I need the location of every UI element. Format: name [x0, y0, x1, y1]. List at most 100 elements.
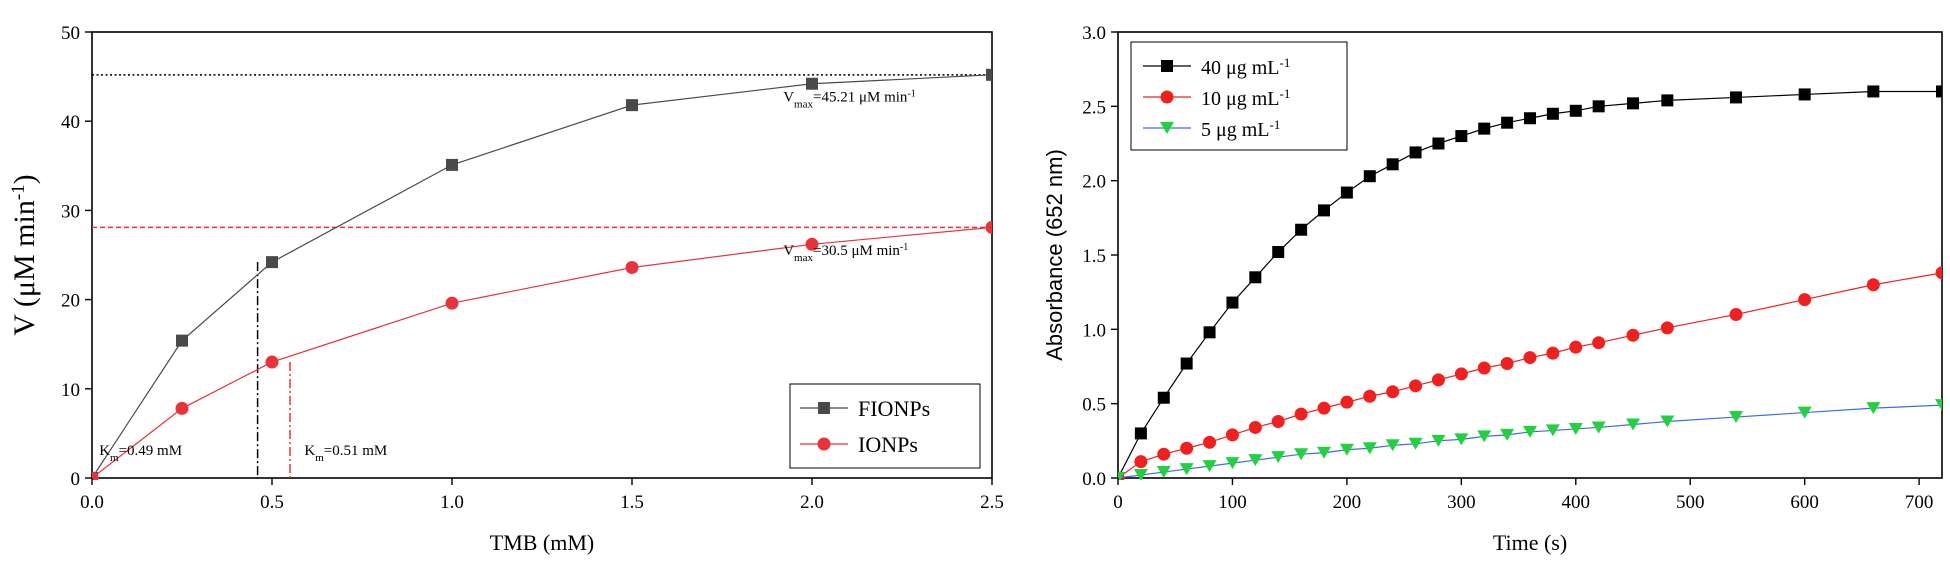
data-point-1	[1798, 293, 1812, 307]
legend-entry-fionps: FIONPs	[800, 396, 930, 421]
data-point-2	[1729, 411, 1743, 424]
data-point-0	[1798, 88, 1811, 101]
legend-label-40-sup: -1	[1280, 55, 1291, 70]
legend-marker-ionps	[817, 437, 831, 451]
data-point-2	[1523, 425, 1537, 438]
y-tick-label: 2.5	[1082, 97, 1106, 118]
data-point-0	[1455, 130, 1468, 143]
data-point-1	[1363, 389, 1377, 403]
legend-label-5: 5 μg mL-1	[1201, 117, 1280, 142]
legend-entry-40: 40 μg mL-1	[1143, 55, 1291, 79]
y-axis-label-main: V (μM min	[8, 200, 41, 336]
data-point-0	[446, 158, 458, 171]
x-tick-label: 100	[1218, 492, 1247, 513]
annotation-pre: V	[783, 243, 794, 259]
data-point-2	[1408, 437, 1423, 450]
data-point-2	[1156, 466, 1171, 479]
series-layer	[92, 68, 992, 480]
y-tick-label: 50	[61, 23, 80, 44]
data-point-0	[1249, 271, 1262, 284]
data-point-0	[1478, 122, 1491, 135]
legend-marker-10	[1160, 90, 1174, 104]
series-line-2	[1118, 404, 1942, 479]
data-point-1	[1134, 455, 1148, 469]
data-point-1	[1935, 266, 1942, 280]
annotation-pre: V	[783, 90, 794, 106]
y-axis-label-close: )	[8, 174, 41, 184]
legend-entry-10: 10 μg mL-1	[1143, 86, 1290, 110]
data-point-1	[1454, 367, 1468, 381]
plot-frame	[91, 31, 993, 479]
y-tick-label: 10	[61, 380, 80, 401]
series-line-0	[1118, 90, 1942, 479]
y-tick-label: 1.0	[1082, 320, 1106, 341]
y-axis-label-sup: -1	[8, 184, 29, 200]
annotation-1: Vmax=30.5 μM min-1	[783, 242, 908, 265]
annotation-pre: K	[304, 443, 315, 459]
y-tick-label: 0.5	[1082, 395, 1106, 416]
y-tick-label: 1.5	[1082, 246, 1106, 267]
data-point-1	[1271, 415, 1285, 429]
annotation-sub: m	[315, 452, 324, 464]
legend-label-10-main: 10 μg mL	[1201, 88, 1280, 110]
data-point-0	[1157, 391, 1170, 404]
data-point-1	[1569, 340, 1583, 354]
data-point-2	[1339, 443, 1354, 456]
data-point-2	[1248, 454, 1263, 467]
y-axis-label: Absorbance (652 nm)	[1042, 149, 1067, 361]
data-point-2	[1133, 469, 1148, 480]
annotation-sup: -1	[907, 88, 915, 99]
data-point-2	[1362, 442, 1377, 455]
data-point-0	[1524, 112, 1536, 125]
data-point-1	[1294, 407, 1308, 421]
data-point-1	[1660, 321, 1674, 335]
data-point-1	[805, 237, 819, 251]
data-point-1	[265, 355, 279, 369]
legend-label-40-main: 40 μg mL	[1201, 57, 1280, 79]
legend-label-fionps: FIONPs	[858, 396, 930, 421]
y-tick-label: 40	[61, 112, 80, 133]
x-tick-label: 1.5	[620, 492, 644, 513]
data-point-0	[1627, 97, 1639, 110]
data-point-1	[1592, 336, 1606, 350]
legend-marker-fionps	[818, 402, 830, 414]
data-point-2	[1454, 433, 1469, 446]
data-point-0	[806, 77, 818, 90]
legend-label-5-main: 5 μg mL	[1201, 119, 1270, 141]
data-point-2	[1545, 424, 1560, 437]
y-axis-ticks: 0.0 0.5 1.0 1.5 2.0 2.5 3.0	[1082, 23, 1118, 490]
data-point-1	[1317, 401, 1331, 415]
data-point-1	[1225, 428, 1239, 442]
annotation-sub: max	[794, 252, 813, 264]
data-point-2	[1935, 399, 1942, 412]
data-point-1	[1866, 278, 1880, 292]
data-point-0	[626, 99, 638, 112]
x-tick-label: 400	[1562, 492, 1591, 513]
data-point-1	[1203, 435, 1217, 449]
data-point-1	[1431, 373, 1445, 387]
annotation-post: =45.21 μM min	[813, 90, 908, 106]
data-point-1	[1523, 351, 1537, 365]
absorbance-time-chart: 0 100 200 300 400 500 600 700 0.0 0.5 1.0 1.5 2.0 2.…	[1042, 23, 1943, 555]
data-point-2	[1660, 415, 1675, 428]
data-point-0	[1318, 204, 1330, 217]
data-point-0	[1203, 326, 1216, 339]
series-line-1	[1118, 272, 1942, 479]
legend-label-ionps: IONPs	[858, 432, 918, 457]
y-tick-label: 3.0	[1082, 23, 1106, 44]
y-tick-label: 2.0	[1082, 172, 1106, 193]
y-tick-label: 20	[61, 291, 80, 312]
annotation-pre: K	[99, 443, 110, 459]
data-point-1	[1386, 385, 1400, 399]
data-point-0	[1226, 296, 1239, 309]
data-point-1	[1626, 328, 1640, 342]
x-tick-label: 500	[1676, 492, 1705, 513]
data-point-1	[1248, 420, 1262, 434]
x-tick-label: 200	[1333, 492, 1362, 513]
annotation-post: =0.51 mM	[324, 443, 387, 459]
annotation-post: =30.5 μM min	[813, 243, 900, 259]
data-point-1	[1546, 346, 1560, 360]
data-point-0	[1134, 427, 1147, 440]
legend: FIONPs IONPs	[789, 383, 981, 469]
